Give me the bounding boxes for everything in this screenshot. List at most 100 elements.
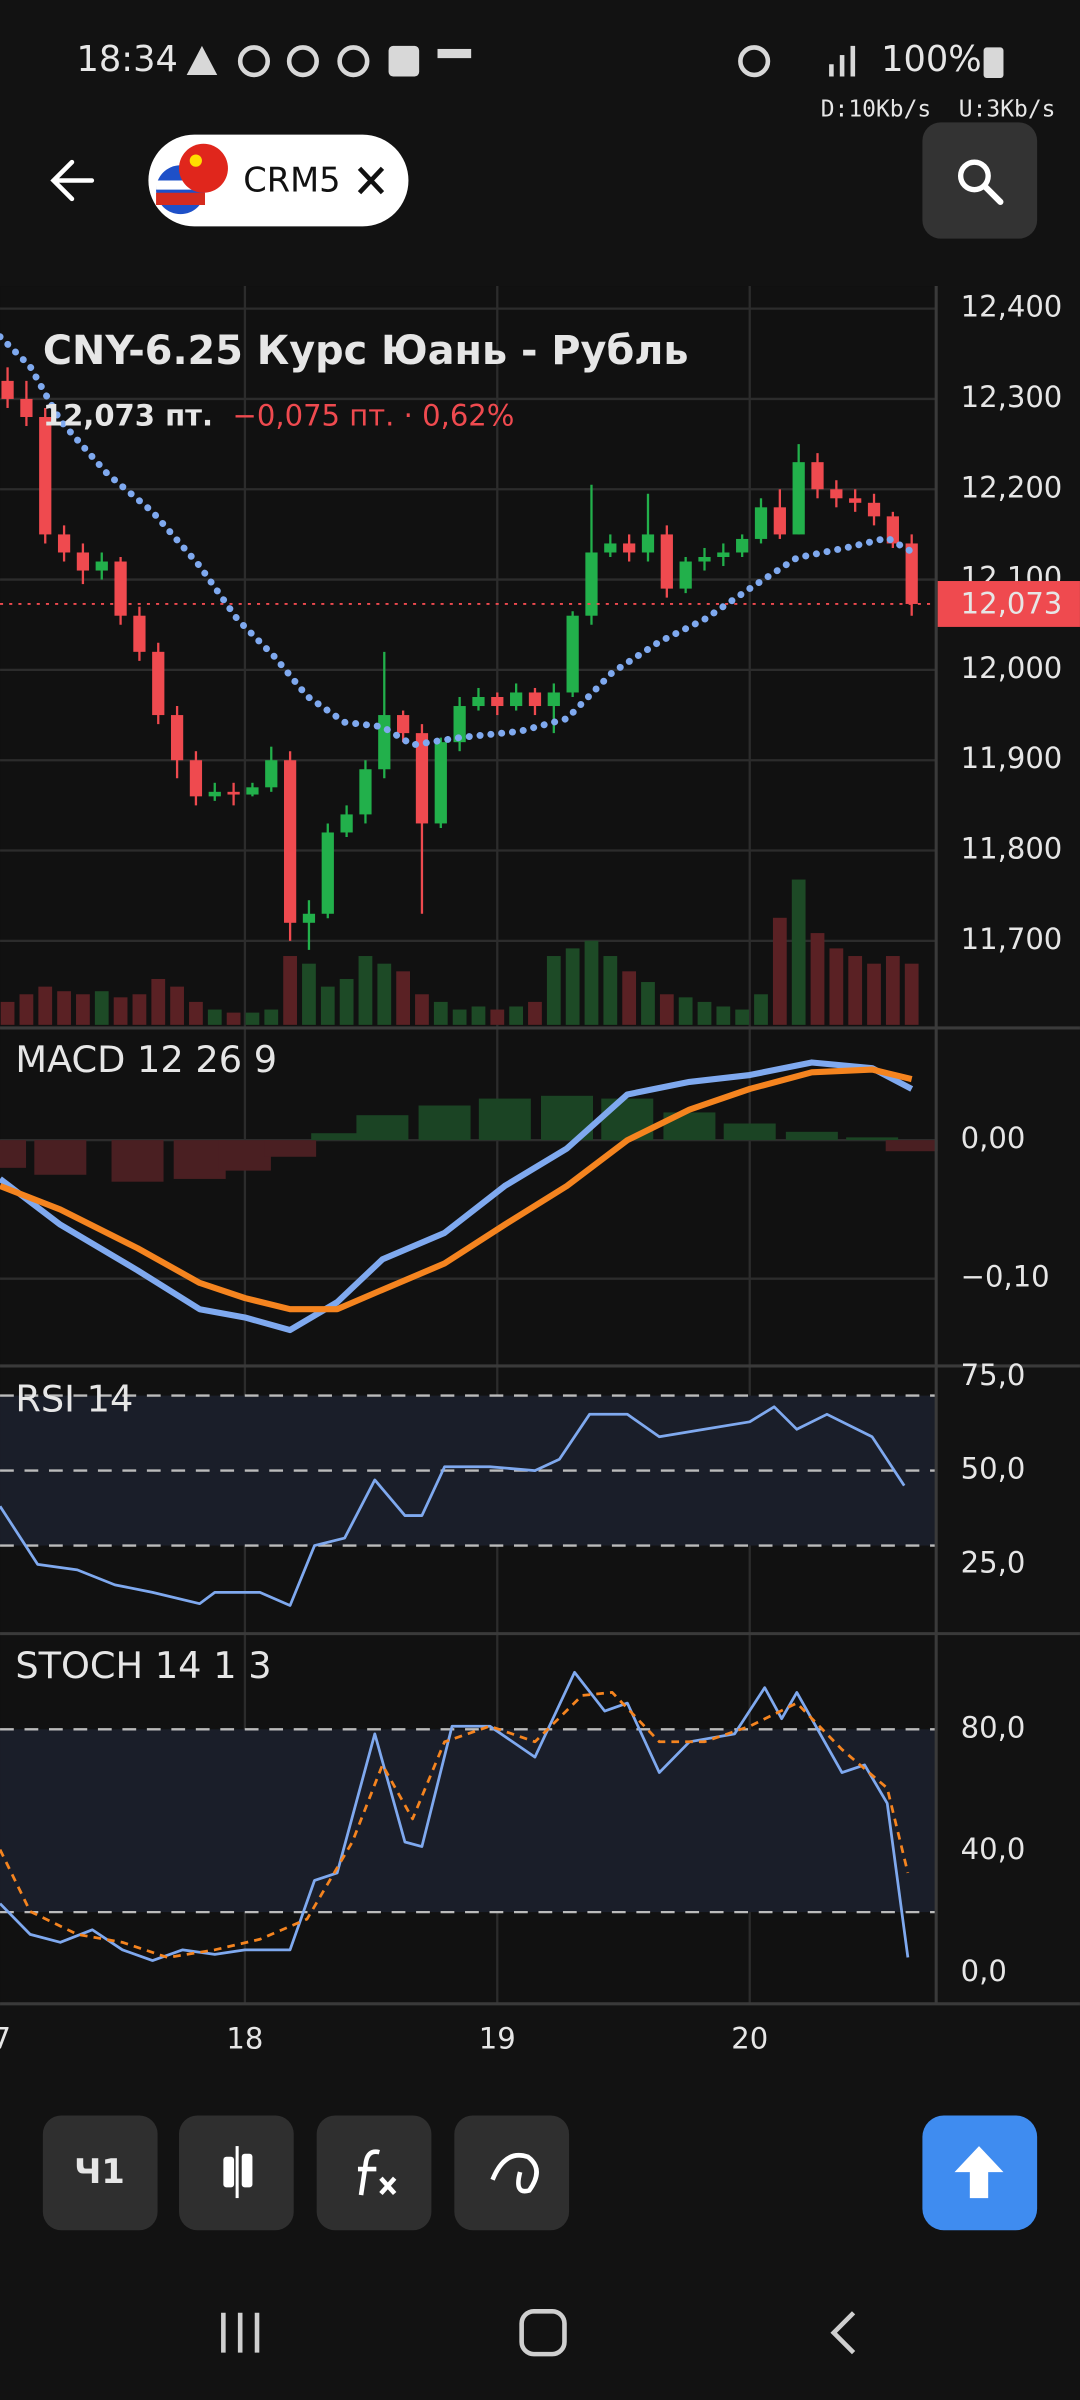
price-change: −0,075 пт. · 0,62% <box>233 399 515 433</box>
candle-body <box>547 692 560 707</box>
candle-body <box>39 417 52 535</box>
volume-bar <box>716 1006 731 1025</box>
indicator-title: STOCH 14 1 3 <box>15 1644 271 1687</box>
candle-body <box>792 462 805 535</box>
candle-body <box>867 502 881 517</box>
volume-bar <box>490 1009 505 1025</box>
back-button[interactable] <box>34 142 110 218</box>
histogram-bar <box>173 1140 226 1179</box>
histogram-bar <box>311 1133 364 1141</box>
candle-body <box>717 552 730 558</box>
candle-body <box>76 552 90 571</box>
indicator-title: RSI 14 <box>15 1378 133 1421</box>
button-bg[interactable] <box>316 2115 432 2231</box>
candle-body <box>773 507 786 535</box>
candle-body <box>698 557 711 562</box>
indicators-button[interactable] <box>316 2115 432 2231</box>
signal-icon <box>850 45 856 77</box>
back-arrow <box>50 159 95 202</box>
volume-bar <box>452 1009 467 1025</box>
candle-body <box>510 692 523 707</box>
draw-button[interactable] <box>454 2115 570 2231</box>
candle-body <box>133 615 146 652</box>
status-icon <box>286 45 319 78</box>
nav-recent[interactable] <box>221 2312 260 2353</box>
histogram-bar <box>356 1115 409 1141</box>
candle-body <box>736 538 749 553</box>
histogram-bar <box>478 1098 531 1141</box>
volume-bar <box>38 986 53 1025</box>
search-button[interactable] <box>922 122 1038 239</box>
toolbar: Ч1 <box>42 2115 1038 2231</box>
volume-bar <box>358 956 373 1025</box>
indicator-title: MACD 12 26 9 <box>15 1038 277 1081</box>
candle-body <box>528 692 542 707</box>
volume-bar <box>810 933 825 1025</box>
candle-body <box>321 832 334 914</box>
status-icon <box>337 45 370 78</box>
volume-bar <box>622 971 637 1025</box>
chip-close[interactable] <box>357 166 385 195</box>
nav-back[interactable] <box>830 2311 856 2355</box>
histogram-bar <box>0 1140 27 1168</box>
last-price-tag <box>937 581 1080 627</box>
candle-body <box>359 769 372 815</box>
candle-body <box>434 742 447 824</box>
nav-bar <box>221 2308 856 2357</box>
y-tick-label: 11,900 <box>961 741 1063 775</box>
candle-body <box>585 552 598 616</box>
volume-bar <box>772 917 787 1025</box>
volume-bar <box>678 997 693 1025</box>
indicator-line <box>0 1059 914 1334</box>
candle-body <box>905 543 918 604</box>
incognito-icon <box>437 48 472 59</box>
volume-bar <box>829 948 844 1025</box>
candle-body <box>189 760 203 797</box>
candle-body <box>1 380 14 399</box>
candle-body <box>208 791 221 797</box>
candle-body <box>246 787 259 795</box>
indicator-line <box>0 1670 910 1962</box>
candle-body <box>623 543 636 553</box>
search-icon <box>982 183 1004 205</box>
status-icons <box>186 45 1004 79</box>
volume-bar <box>603 956 618 1025</box>
nav-home[interactable] <box>519 2308 567 2357</box>
share-button[interactable] <box>922 2115 1038 2231</box>
y-tick-label: 12,300 <box>961 380 1063 414</box>
volume-bar <box>791 879 806 1025</box>
volume-bar <box>735 1009 750 1025</box>
candle-body <box>660 534 673 589</box>
candle-body <box>20 398 33 418</box>
interval-button[interactable]: Ч1 <box>42 2115 158 2231</box>
candle-body <box>283 760 297 923</box>
alarm-icon <box>738 45 771 78</box>
volume-bar <box>848 956 863 1025</box>
candle-body <box>397 715 410 734</box>
ticker-chip[interactable]: CRM5 <box>148 134 409 227</box>
candle-body <box>491 696 504 707</box>
volume-bar <box>19 994 34 1025</box>
volume-bar <box>697 1001 712 1025</box>
moving-average <box>0 333 914 749</box>
volume-bar <box>207 1009 222 1025</box>
y-tick-label: 40,0 <box>961 1832 1026 1866</box>
level-band <box>0 1729 937 1913</box>
candle-body <box>453 706 466 743</box>
candle-body <box>378 715 391 770</box>
volume-bar <box>415 994 429 1025</box>
chart-type-button[interactable] <box>179 2115 294 2231</box>
histogram-bar <box>34 1140 87 1175</box>
histogram-bar <box>218 1140 271 1171</box>
y-tick-label: 11,700 <box>961 922 1063 956</box>
search-bg[interactable] <box>922 122 1038 239</box>
button-bg[interactable] <box>42 2115 158 2231</box>
volume-bar <box>867 963 881 1025</box>
volume-bar <box>396 971 411 1025</box>
icon <box>223 2156 235 2188</box>
candle-body <box>340 814 353 833</box>
candle-body <box>604 543 617 553</box>
volume-bar <box>339 978 354 1025</box>
button-bg[interactable] <box>454 2115 570 2231</box>
